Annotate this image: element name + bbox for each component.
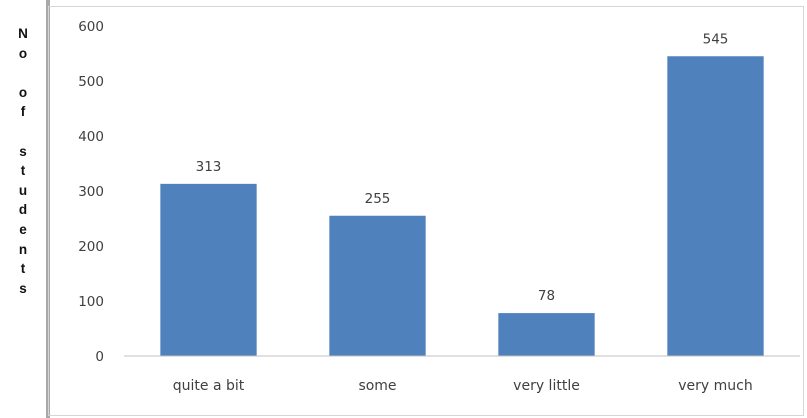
- y-tick-label: 600: [78, 19, 104, 35]
- bar-value-label: 78: [538, 288, 555, 304]
- y-axis-ticks: 0 100 200 300 400 500 600: [78, 19, 104, 365]
- bar: [667, 56, 764, 356]
- y-tick-label: 100: [78, 294, 104, 310]
- y-tick-label: 500: [78, 74, 104, 90]
- y-tick-label: 400: [78, 129, 104, 145]
- x-tick-label: very much: [678, 378, 752, 394]
- bar-value-label: 545: [703, 31, 729, 47]
- y-tick-label: 200: [78, 239, 104, 255]
- x-axis-ticks: quite a bit some very little very much: [173, 378, 753, 394]
- bar-value-label: 255: [365, 191, 391, 207]
- x-tick-label: very little: [513, 378, 580, 394]
- y-axis-label: N o o f s t u d e n t s: [18, 26, 28, 296]
- data-labels: 313 255 78 545: [196, 31, 729, 304]
- y-tick-label: 300: [78, 184, 104, 200]
- bar: [160, 183, 257, 356]
- bar-value-label: 313: [196, 159, 222, 175]
- y-tick-label: 0: [95, 349, 104, 365]
- chart-frame: [48, 6, 804, 416]
- x-tick-label: quite a bit: [173, 378, 245, 394]
- bars: [160, 56, 764, 356]
- bar: [498, 313, 595, 356]
- x-tick-label: some: [358, 378, 396, 394]
- bar: [329, 215, 426, 356]
